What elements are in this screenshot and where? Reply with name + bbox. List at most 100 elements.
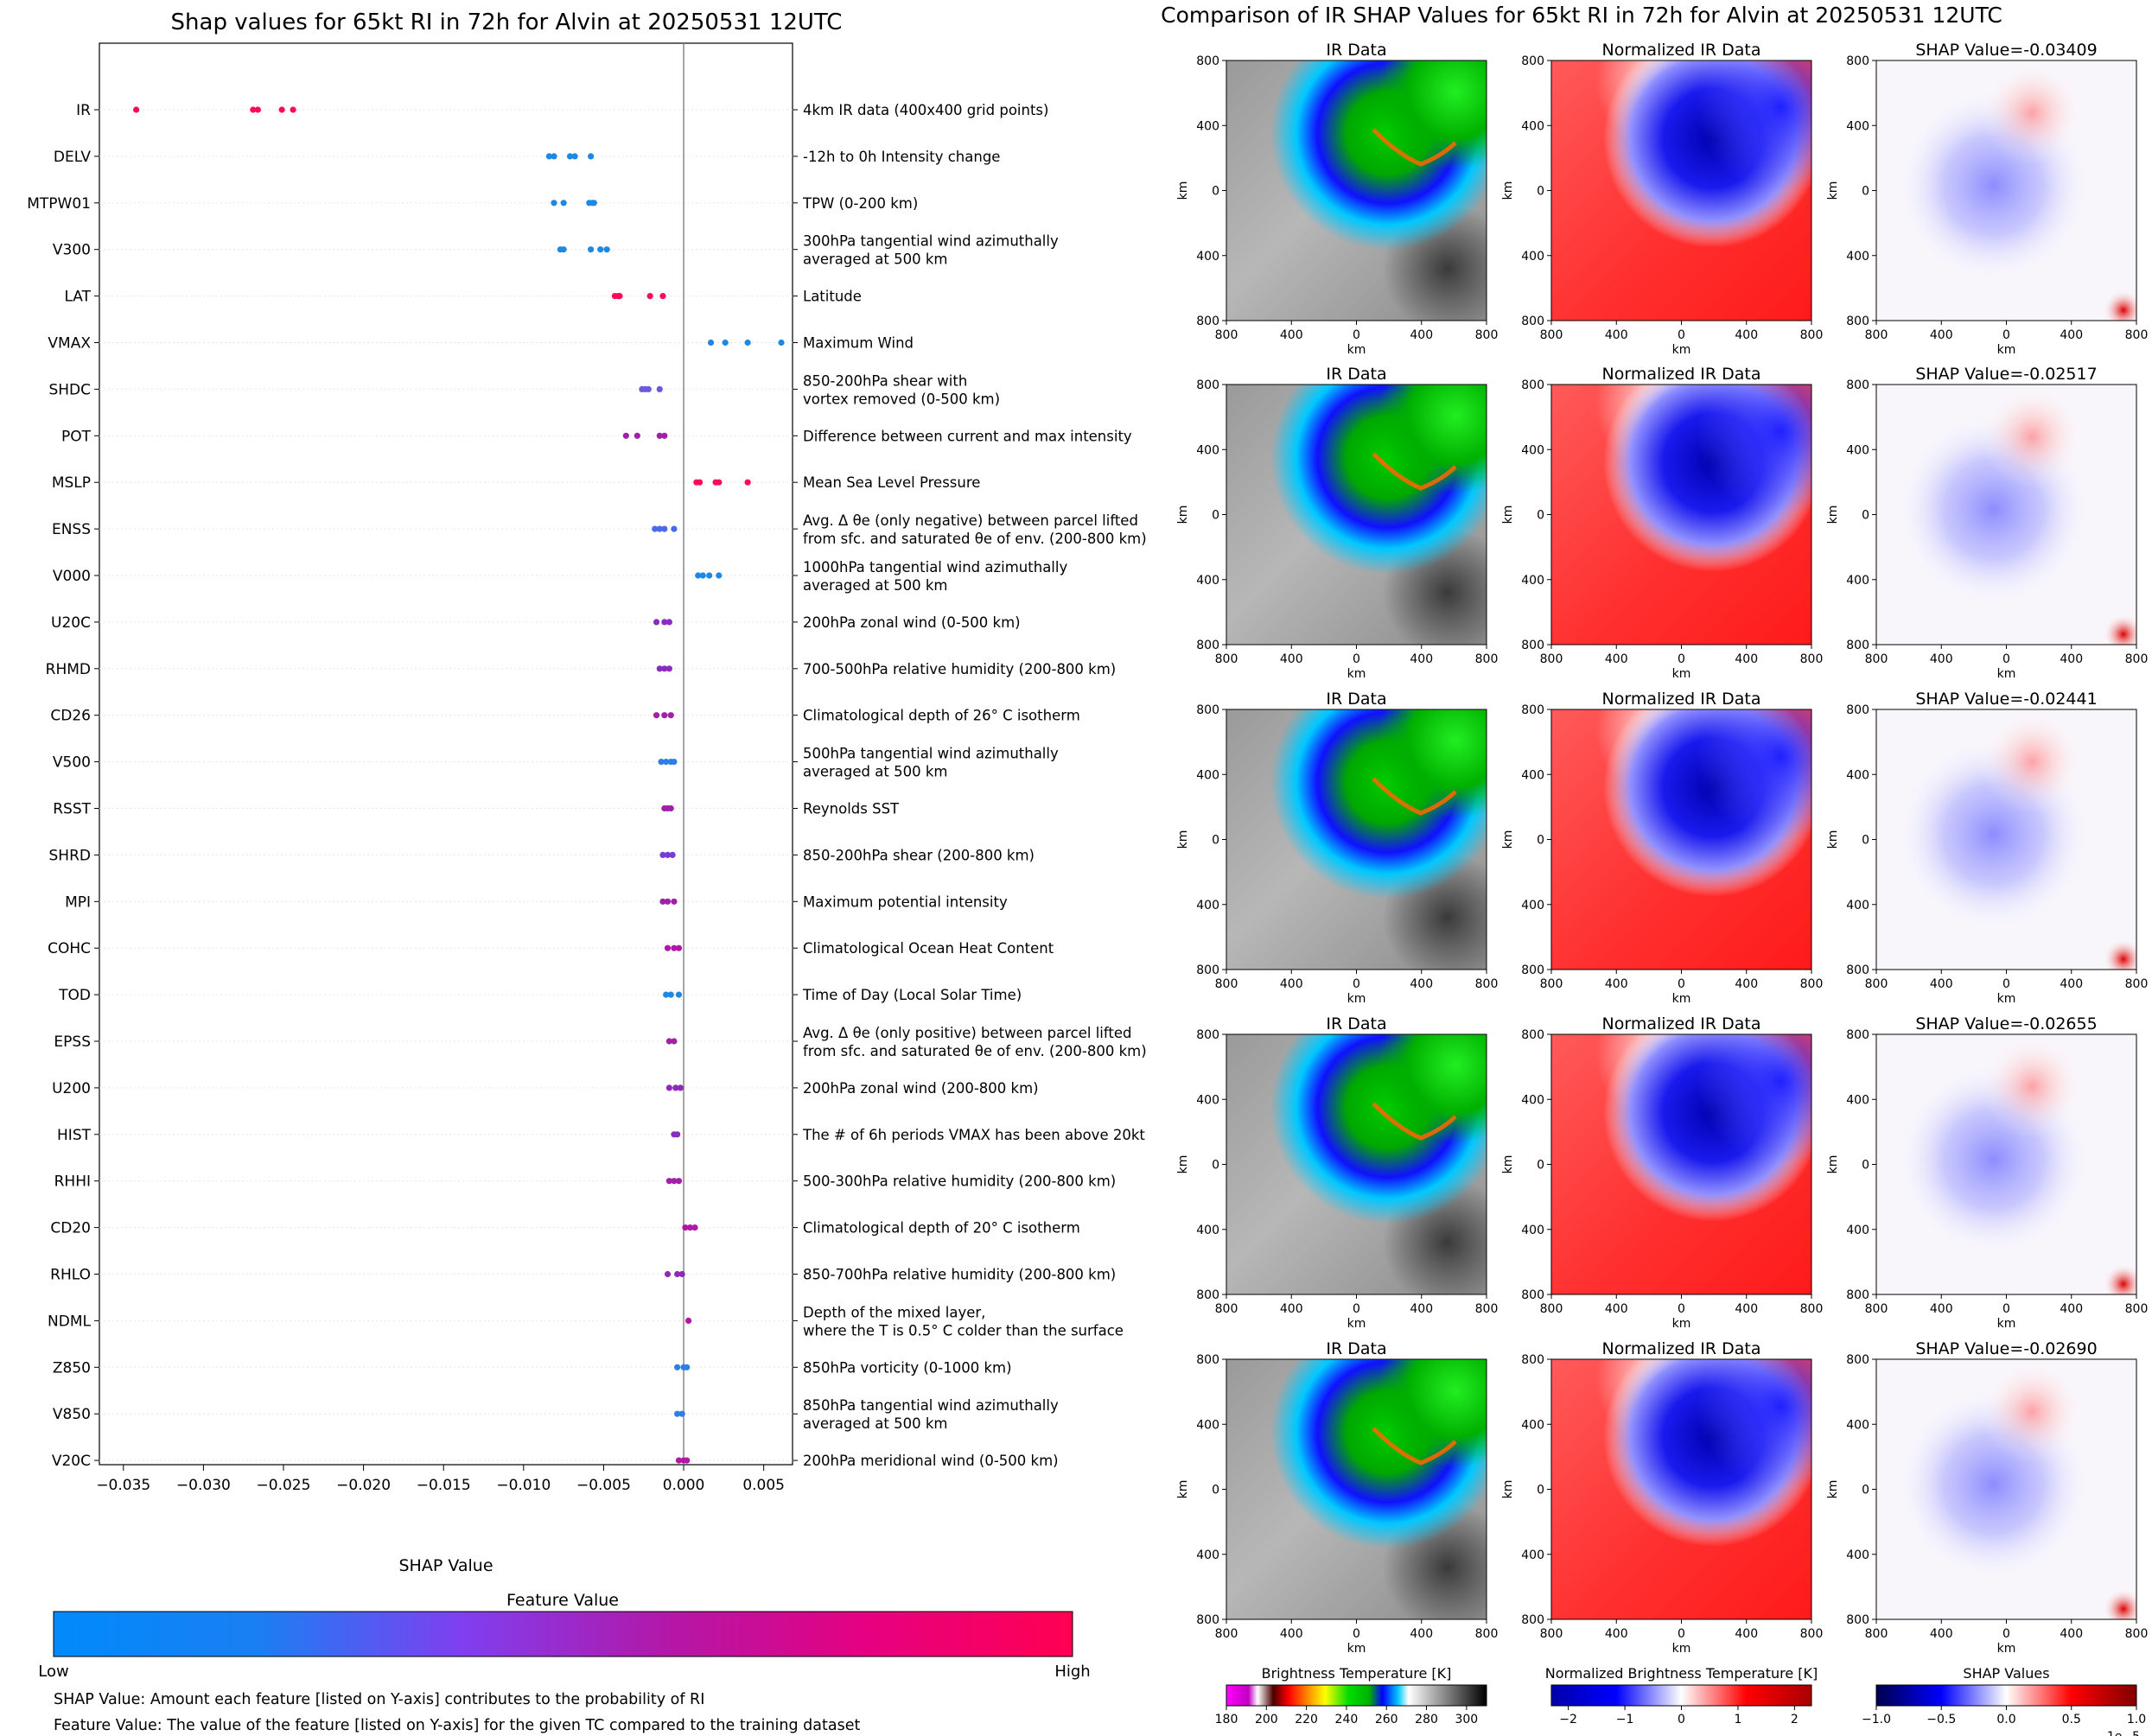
- map-y-tick-label: 400: [1846, 250, 1869, 264]
- feature-description-label: 200hPa zonal wind (0-500 km): [803, 614, 1021, 631]
- map-y-tick-label: 400: [1521, 1418, 1544, 1432]
- map-y-axis-label: km: [1826, 181, 1840, 200]
- feature-description-label: where the T is 0.5° C colder than the su…: [803, 1322, 1124, 1339]
- map-x-tick-label: 800: [1865, 652, 1888, 666]
- shap-row-ndml: NDML Depth of the mixed layer, where the T…: [48, 1304, 1124, 1339]
- colorbar-title: Brightness Temperature [K]: [1262, 1665, 1452, 1682]
- map-y-tick-label: 800: [1521, 54, 1544, 68]
- feature-description-label: 850hPa vorticity (0-1000 km): [803, 1359, 1012, 1376]
- feature-description-label: Maximum Wind: [803, 335, 914, 352]
- map-x-tick-label: 400: [1605, 328, 1628, 342]
- map-x-tick-label: 800: [1800, 1627, 1824, 1641]
- map-y-tick-label: 800: [1846, 963, 1869, 977]
- map-x-tick-label: 400: [1930, 652, 1953, 666]
- shap-point: [664, 1270, 672, 1278]
- map-y-tick-label: 800: [1521, 378, 1544, 392]
- colorbar-tick-label: 260: [1375, 1713, 1398, 1726]
- feature-description-label: averaged at 500 km: [803, 577, 947, 594]
- shap-point: [674, 1131, 681, 1138]
- shap-point: [656, 525, 663, 532]
- shap-positive-corner: [1876, 709, 2136, 970]
- shap-feature-rows: IR 4km IR data (400x400 grid points) DELV -…: [27, 102, 1146, 1470]
- shap-row-tod: TOD Time of Day (Local Solar Time): [58, 987, 1022, 1004]
- shap-point: [588, 246, 595, 253]
- map-frame: [1875, 709, 2137, 970]
- feature-name-label: ENSS: [52, 521, 91, 538]
- map-frame: [1875, 384, 2137, 645]
- shap-point: [675, 944, 683, 951]
- x-tick-label: −0.035: [96, 1477, 150, 1494]
- shap-point: [663, 759, 670, 766]
- shap-row-z850: Z850 850hPa vorticity (0-1000 km): [53, 1359, 1012, 1377]
- map-y-tick-label: 0: [1862, 509, 1869, 523]
- shap-point: [603, 246, 610, 253]
- map-y-tick-label: 800: [1196, 315, 1219, 328]
- shap-point: [665, 1084, 672, 1091]
- normalized-ir-title: Normalized IR Data: [1602, 41, 1761, 60]
- map-x-tick-label: 800: [1540, 1627, 1563, 1641]
- map-y-tick-label: 400: [1846, 574, 1869, 588]
- shap-row-rhlo: RHLO 850-700hPa relative humidity (200-80…: [50, 1267, 1116, 1284]
- map-x-tick-label: 400: [1930, 1627, 1953, 1641]
- map-x-axis-label: km: [1997, 1642, 2016, 1656]
- map-x-tick-label: 400: [2060, 977, 2083, 991]
- map-y-axis-label: km: [1176, 830, 1190, 849]
- map-x-tick-label: 800: [1475, 1302, 1499, 1316]
- feature-name-label: IR: [76, 102, 91, 119]
- map-frame: [1226, 1358, 1487, 1620]
- map-x-axis-label: km: [1347, 1642, 1366, 1656]
- map-y-tick-label: 400: [1196, 1093, 1219, 1107]
- feature-name-label: V300: [53, 242, 91, 259]
- shap-point: [661, 665, 668, 672]
- map-frame: [1875, 1358, 2137, 1620]
- normalized-cold-cloud-ne: [1551, 60, 1811, 321]
- map-y-tick-label: 800: [1196, 703, 1219, 717]
- feature-name-label: V20C: [52, 1453, 91, 1470]
- shap-point: [590, 200, 597, 207]
- ir-warm-band: [1372, 1102, 1457, 1141]
- map-x-tick-label: 800: [1865, 1627, 1888, 1641]
- map-y-tick-label: 400: [1521, 443, 1544, 457]
- shap-point: [671, 1178, 678, 1185]
- shap-point: [645, 385, 652, 392]
- map-y-axis-label: km: [1176, 181, 1190, 200]
- feature-description-label: Avg. Δ θe (only negative) between parcel…: [803, 512, 1138, 529]
- map-x-tick-label: 400: [1280, 977, 1303, 991]
- map-x-tick-label: 400: [1735, 652, 1758, 666]
- normalized-ir-map: Normalized IR Data8008004004000040040080…: [1501, 690, 1823, 1006]
- ir-cold-cloud-ne: [1226, 1034, 1487, 1294]
- map-x-tick-label: 800: [1800, 652, 1824, 666]
- map-x-axis-label: km: [1997, 667, 2016, 681]
- map-y-tick-label: 400: [1196, 574, 1219, 588]
- map-y-axis-label: km: [1826, 506, 1840, 525]
- shap-map: SHAP Value=-0.02655800800400400004004008…: [1826, 1014, 2148, 1331]
- feature-description-label: Reynolds SST: [803, 801, 900, 817]
- feature-description-label: Mean Sea Level Pressure: [803, 474, 980, 491]
- colorbar-title: SHAP Values: [1963, 1665, 2049, 1682]
- map-y-tick-label: 400: [1521, 768, 1544, 782]
- shap-point: [778, 339, 785, 347]
- map-y-tick-label: 800: [1521, 1288, 1544, 1302]
- shap-row-u20c: U20C 200hPa zonal wind (0-500 km): [51, 614, 1021, 632]
- map-x-axis-label: km: [1347, 1317, 1366, 1331]
- map-y-tick-label: 800: [1521, 1613, 1544, 1627]
- feature-description-label: vortex removed (0-500 km): [803, 391, 1000, 407]
- map-x-tick-label: 800: [1540, 652, 1563, 666]
- shap-row-mtpw01: MTPW01 TPW (0-200 km): [27, 195, 918, 213]
- map-x-tick-label: 400: [1280, 1302, 1303, 1316]
- feature-name-label: TOD: [58, 987, 91, 1004]
- map-y-tick-label: 800: [1196, 1613, 1219, 1627]
- shap-point: [744, 339, 751, 347]
- shap-row-delv: DELV -12h to 0h Intensity change: [54, 149, 1001, 166]
- shap-point: [571, 153, 578, 160]
- feature-name-label: MTPW01: [27, 195, 91, 213]
- feature-description-label: The # of 6h periods VMAX has been above …: [802, 1127, 1145, 1143]
- map-y-axis-label: km: [1501, 181, 1515, 200]
- shap-map: SHAP Value=-0.03409800800400400004004008…: [1826, 41, 2148, 357]
- colorbar-offset-label: 1e−5: [2107, 1730, 2140, 1736]
- shap-point: [707, 339, 715, 347]
- feature-description-label: averaged at 500 km: [803, 1415, 947, 1432]
- map-frame: [1226, 384, 1487, 645]
- shap-row-rhhi: RHHI 500-300hPa relative humidity (200-80…: [54, 1173, 1117, 1191]
- feature-name-label: U200: [52, 1080, 91, 1097]
